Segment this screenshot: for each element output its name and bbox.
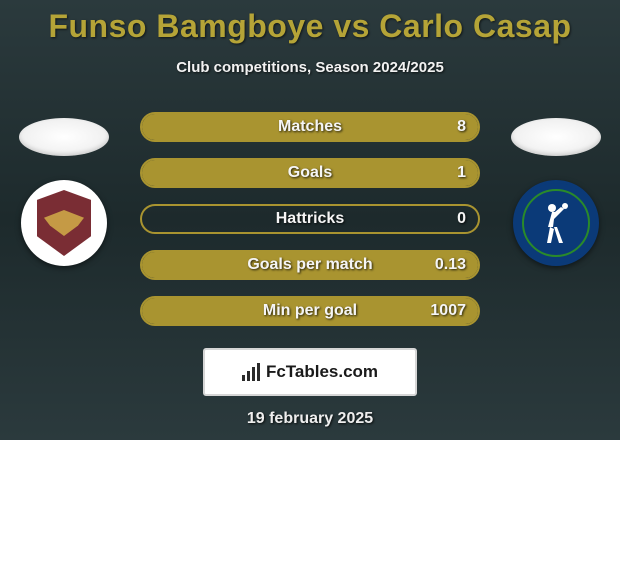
player-right-portrait-placeholder bbox=[511, 118, 601, 156]
club-badge-left bbox=[21, 180, 107, 266]
brand-text: FcTables.com bbox=[266, 362, 378, 382]
stat-value-right: 1007 bbox=[430, 302, 466, 320]
player-left-column bbox=[14, 118, 114, 266]
club-badge-left-eagle-icon bbox=[44, 210, 84, 236]
stat-row: Min per goal1007 bbox=[140, 296, 480, 326]
player-right-column bbox=[506, 118, 606, 266]
brand-bars-icon bbox=[242, 363, 260, 381]
page-title: Funso Bamgboye vs Carlo Casap bbox=[0, 0, 620, 45]
player-left-portrait-placeholder bbox=[19, 118, 109, 156]
subtitle: Club competitions, Season 2024/2025 bbox=[0, 59, 620, 76]
club-badge-left-shield bbox=[34, 190, 94, 256]
stat-value-right: 8 bbox=[457, 118, 466, 136]
stat-label: Goals bbox=[142, 164, 478, 182]
stat-label: Goals per match bbox=[142, 256, 478, 274]
comparison-panel: Funso Bamgboye vs Carlo Casap Club compe… bbox=[0, 0, 620, 440]
stat-row: Goals1 bbox=[140, 158, 480, 188]
stat-value-right: 0.13 bbox=[435, 256, 466, 274]
stat-row: Goals per match0.13 bbox=[140, 250, 480, 280]
stat-label: Hattricks bbox=[142, 210, 478, 228]
stat-label: Matches bbox=[142, 118, 478, 136]
stat-value-right: 0 bbox=[457, 210, 466, 228]
stat-value-right: 1 bbox=[457, 164, 466, 182]
date-text: 19 february 2025 bbox=[0, 410, 620, 428]
stat-label: Min per goal bbox=[142, 302, 478, 320]
club-badge-right bbox=[513, 180, 599, 266]
club-badge-right-figure-icon bbox=[541, 201, 571, 245]
below-panel-whitespace bbox=[0, 440, 620, 580]
stat-row: Matches8 bbox=[140, 112, 480, 142]
stat-row: Hattricks0 bbox=[140, 204, 480, 234]
brand-box[interactable]: FcTables.com bbox=[203, 348, 417, 396]
